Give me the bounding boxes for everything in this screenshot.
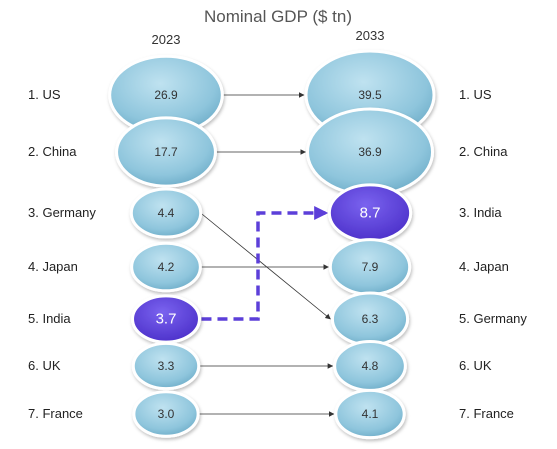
- bubble-value-2033-germany: 6.3: [362, 312, 379, 326]
- year-label-2033: 2033: [356, 28, 385, 43]
- rank-label-2033-2: 2. China: [459, 144, 508, 159]
- bubble-value-2033-japan: 7.9: [362, 260, 379, 274]
- rank-label-2033-4: 4. Japan: [459, 259, 509, 274]
- rank-labels-2023: 1. US 2. China 3. Germany 4. Japan 5. India 6…: [28, 87, 96, 421]
- arrow-india: [201, 206, 329, 321]
- rank-label-2023-5: 5. India: [28, 311, 71, 326]
- bubble-2023-china: [115, 116, 217, 188]
- bubble-value-2033-uk: 4.8: [362, 359, 379, 373]
- bubble-2023-japan: [130, 241, 202, 293]
- year-label-2023: 2023: [152, 32, 181, 47]
- rank-label-2033-1: 1. US: [459, 87, 492, 102]
- bubble-value-2033-france: 4.1: [362, 407, 379, 421]
- bubble-value-2023-us: 26.9: [154, 88, 178, 102]
- bubble-value-2023-japan: 4.2: [158, 260, 175, 274]
- rank-label-2023-4: 4. Japan: [28, 259, 78, 274]
- bubble-value-2023-germany: 4.4: [158, 206, 175, 220]
- bubble-value-2033-china: 36.9: [358, 145, 382, 159]
- rank-label-2023-1: 1. US: [28, 87, 61, 102]
- bubble-value-2023-india: 3.7: [156, 311, 177, 328]
- rank-arrows: [198, 92, 335, 417]
- bubbles: 26.9 17.7 4.4 4.2 3.7 3.3 3.0 39.5 36.9 8.7 7.9 6.3…: [108, 49, 436, 440]
- arrow-germany: [200, 212, 331, 320]
- bubble-value-2033-us: 39.5: [358, 88, 382, 102]
- rank-label-2033-5: 5. Germany: [459, 311, 527, 326]
- rank-label-2023-7: 7. France: [28, 406, 83, 421]
- bubble-value-2023-france: 3.0: [158, 407, 175, 421]
- rank-label-2033-3: 3. India: [459, 205, 502, 220]
- bubble-value-2033-india: 8.7: [360, 205, 381, 222]
- rank-label-2023-6: 6. UK: [28, 358, 61, 373]
- rank-label-2033-6: 6. UK: [459, 358, 492, 373]
- bubble-2033-france: [334, 388, 406, 440]
- bubble-value-2023-china: 17.7: [154, 145, 178, 159]
- rank-label-2023-2: 2. China: [28, 144, 77, 159]
- chart-title: Nominal GDP ($ tn): [204, 7, 352, 26]
- bubble-value-2023-uk: 3.3: [158, 359, 175, 373]
- bubble-2023-france: [132, 390, 200, 438]
- bubble-2023-germany: [129, 187, 203, 239]
- rank-label-2033-7: 7. France: [459, 406, 514, 421]
- rank-labels-2033: 1. US 2. China 3. India 4. Japan 5. Germany 6…: [459, 87, 527, 421]
- bubble-2023-uk: [131, 341, 201, 391]
- rank-label-2023-3: 3. Germany: [28, 205, 96, 220]
